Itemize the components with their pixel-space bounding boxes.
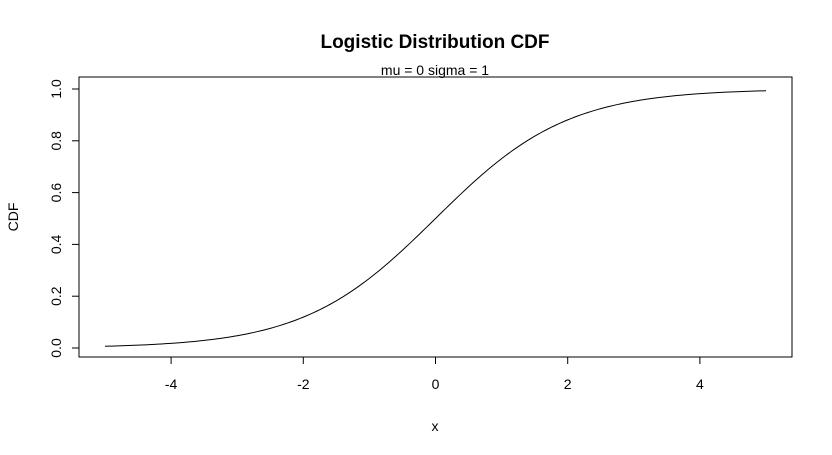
x-tick-label: -4 — [165, 376, 178, 392]
series-layer — [104, 90, 767, 347]
y-axis-label: CDF — [5, 203, 21, 232]
x-axis: -4 -2 0 2 4 — [165, 356, 704, 392]
plot-frame — [78, 76, 793, 358]
x-tick-label: 0 — [432, 376, 440, 392]
y-tick-label: 1.0 — [48, 79, 64, 99]
x-tick-label: 2 — [564, 376, 572, 392]
y-tick-label: 0.8 — [48, 131, 64, 151]
y-tick-label: 0.6 — [48, 183, 64, 203]
chart-title: Logistic Distribution CDF — [320, 32, 549, 53]
chart-subtitle: mu = 0 sigma = 1 — [381, 62, 489, 78]
y-axis: 0.0 0.2 0.4 0.6 0.8 1.0 — [48, 79, 80, 358]
x-tick-label: 4 — [696, 376, 704, 392]
series-line — [104, 90, 767, 347]
x-tick-label: -2 — [297, 376, 310, 392]
x-axis-label: x — [432, 418, 439, 434]
y-tick-label: 0.0 — [48, 338, 64, 358]
y-tick-label: 0.4 — [48, 234, 64, 254]
y-tick-label: 0.2 — [48, 286, 64, 306]
